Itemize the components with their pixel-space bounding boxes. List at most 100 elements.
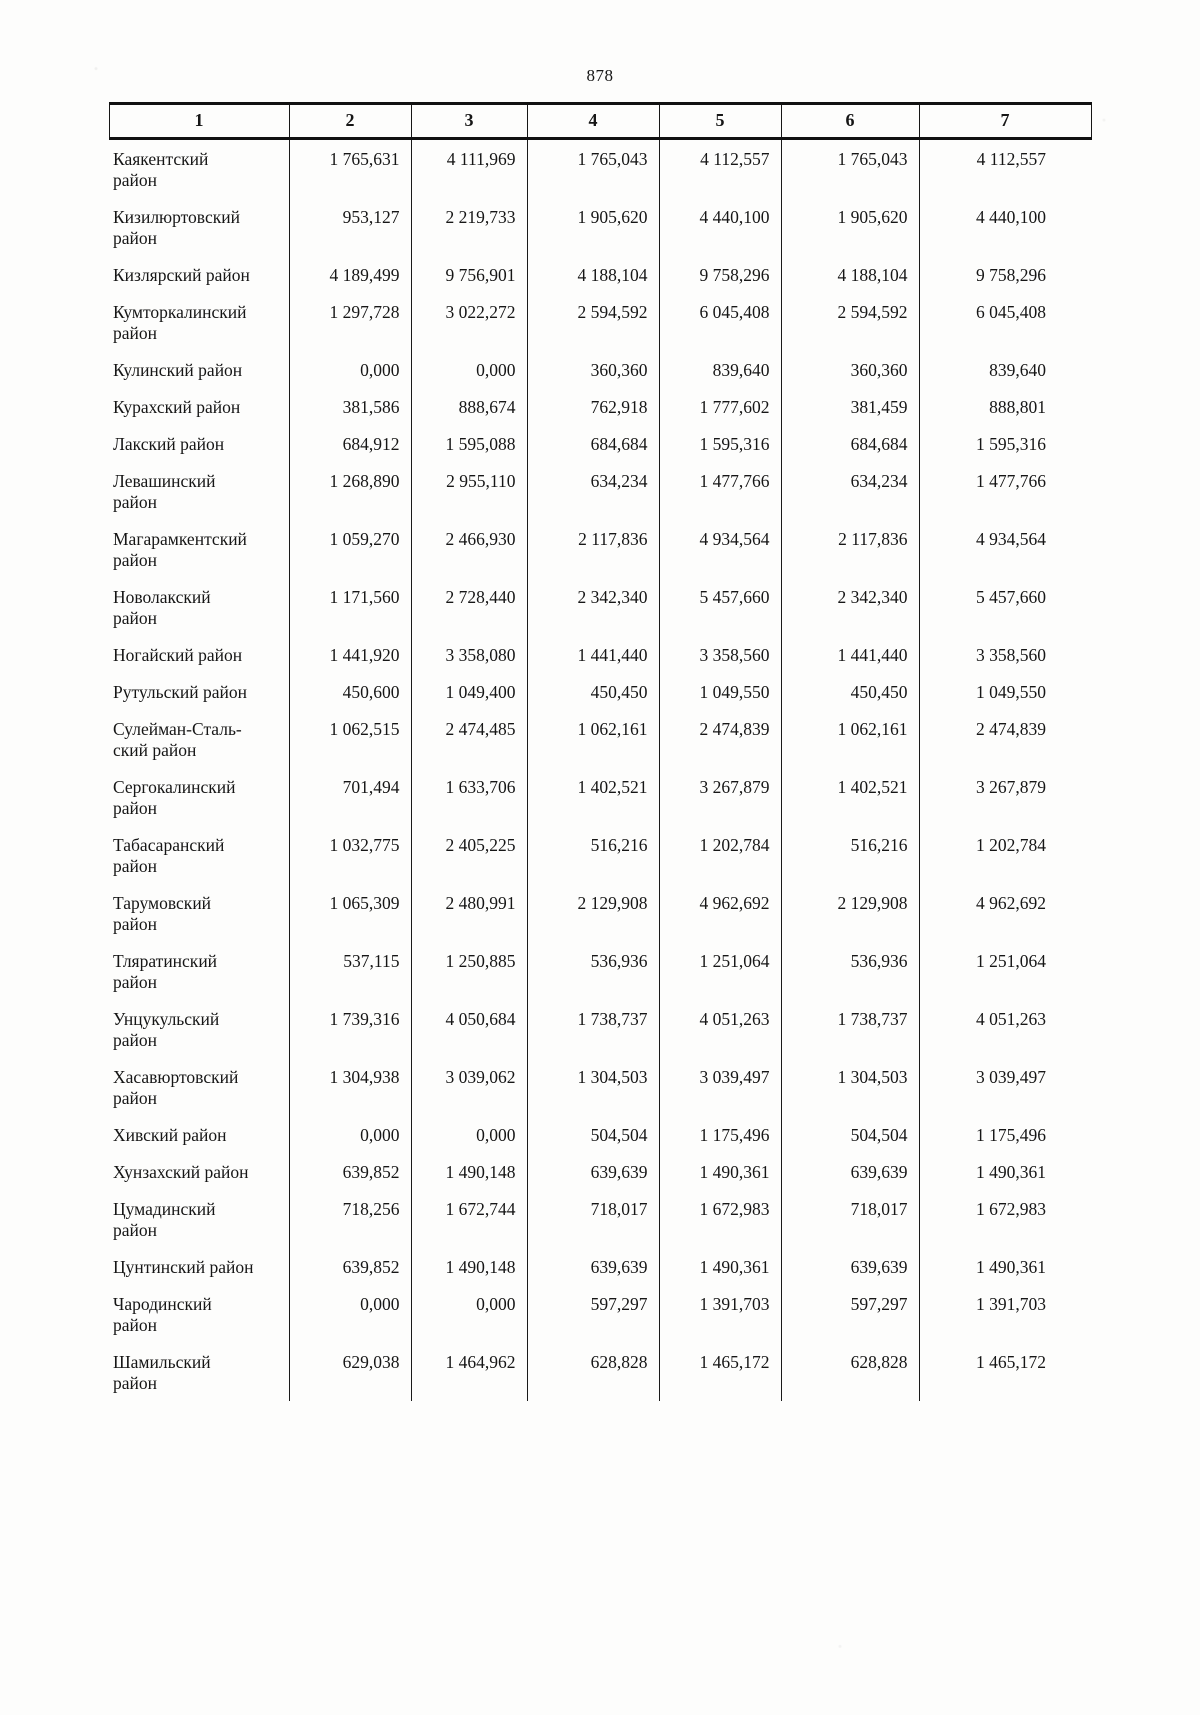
value-cell: 1 402,521 (526, 768, 659, 826)
value-cell: 629,038 (288, 1343, 411, 1401)
column-header: 6 (780, 102, 920, 140)
value-cell: 2 129,908 (780, 884, 919, 942)
value-cell: 1 268,890 (288, 462, 411, 520)
table-row: Сергокалинский район 701,494 1 633,706 1 40… (109, 768, 1091, 826)
value-cell: 4 440,100 (918, 198, 1091, 256)
table-row: Лакский район 684,912 1 595,088 684,684 1 59… (109, 425, 1091, 462)
value-cell: 1 672,983 (918, 1190, 1091, 1248)
value-cell: 1 391,703 (918, 1285, 1091, 1343)
column-header: 5 (658, 102, 782, 140)
district-name-cell: Кизилюртовский район (113, 207, 240, 248)
value-cell: 536,936 (526, 942, 659, 1000)
value-cell: 4 188,104 (526, 256, 659, 293)
value-cell: 639,639 (780, 1153, 919, 1190)
district-name-cell: Табасаранский район (113, 835, 225, 876)
district-name-cell: Унцукульский район (113, 1009, 220, 1050)
value-cell: 639,639 (780, 1248, 919, 1285)
table-body: Каякентский район 1 765,631 4 111,969 1 765… (109, 138, 1091, 1401)
district-name-cell: Рутульский район (113, 682, 247, 702)
value-cell: 1 049,550 (658, 673, 781, 710)
value-cell: 1 633,706 (410, 768, 527, 826)
value-cell: 381,459 (780, 388, 919, 425)
value-cell: 953,127 (288, 198, 411, 256)
value-cell: 1 490,361 (918, 1248, 1091, 1285)
value-cell: 1 490,148 (410, 1153, 527, 1190)
value-cell: 639,639 (526, 1248, 659, 1285)
value-cell: 639,852 (288, 1153, 411, 1190)
value-cell: 0,000 (288, 1116, 411, 1153)
value-cell: 888,801 (918, 388, 1091, 425)
value-cell: 450,600 (288, 673, 411, 710)
value-cell: 4 189,499 (288, 256, 411, 293)
value-cell: 1 477,766 (658, 462, 781, 520)
value-cell: 1 490,361 (658, 1248, 781, 1285)
district-name-cell: Кумторкалинский район (113, 302, 247, 343)
table-row: Тляратинский район 537,115 1 250,885 536,93… (109, 942, 1091, 1000)
value-cell: 3 267,879 (658, 768, 781, 826)
table-row: Кулинский район 0,000 0,000 360,360 839,640 3… (109, 351, 1091, 388)
table-row: Унцукульский район 1 739,316 4 050,684 1 73… (109, 1000, 1091, 1058)
district-name-cell: Хасавюртовский район (113, 1067, 239, 1108)
district-name-cell: Курахский район (113, 397, 241, 417)
table-row: Левашинский район 1 268,890 2 955,110 634,2… (109, 462, 1091, 520)
value-cell: 628,828 (780, 1343, 919, 1401)
value-cell: 0,000 (410, 1285, 527, 1343)
value-cell: 450,450 (780, 673, 919, 710)
value-cell: 1 065,309 (288, 884, 411, 942)
value-cell: 4 962,692 (658, 884, 781, 942)
value-cell: 1 441,440 (780, 636, 919, 673)
value-cell: 0,000 (410, 351, 527, 388)
value-cell: 0,000 (288, 1285, 411, 1343)
value-cell: 1 251,064 (918, 942, 1091, 1000)
value-cell: 1 477,766 (918, 462, 1091, 520)
value-cell: 684,912 (288, 425, 411, 462)
value-cell: 1 391,703 (658, 1285, 781, 1343)
value-cell: 2 342,340 (780, 578, 919, 636)
value-cell: 2 474,839 (918, 710, 1091, 768)
value-cell: 3 358,080 (410, 636, 527, 673)
value-cell: 2 117,836 (780, 520, 919, 578)
value-cell: 2 480,991 (410, 884, 527, 942)
value-cell: 1 062,161 (526, 710, 659, 768)
value-cell: 9 758,296 (658, 256, 781, 293)
value-cell: 2 117,836 (526, 520, 659, 578)
value-cell: 1 059,270 (288, 520, 411, 578)
table-row: Хивский район 0,000 0,000 504,504 1 175,496 5… (109, 1116, 1091, 1153)
value-cell: 1 049,550 (918, 673, 1091, 710)
district-name-cell: Цунтинский район (113, 1257, 254, 1277)
value-cell: 639,852 (288, 1248, 411, 1285)
value-cell: 2 728,440 (410, 578, 527, 636)
value-cell: 1 304,503 (780, 1058, 919, 1116)
value-cell: 3 039,497 (918, 1058, 1091, 1116)
district-name-cell: Хунзахский район (113, 1162, 249, 1182)
value-cell: 839,640 (658, 351, 781, 388)
value-cell: 1 465,172 (658, 1343, 781, 1401)
table-row: Хунзахский район 639,852 1 490,148 639,639 1… (109, 1153, 1091, 1190)
value-cell: 536,936 (780, 942, 919, 1000)
value-cell: 6 045,408 (918, 293, 1091, 351)
value-cell: 2 129,908 (526, 884, 659, 942)
value-cell: 3 039,497 (658, 1058, 781, 1116)
column-header: 7 (918, 102, 1092, 140)
value-cell: 1 171,560 (288, 578, 411, 636)
value-cell: 4 112,557 (658, 138, 781, 198)
column-header: 4 (526, 102, 660, 140)
value-cell: 3 267,879 (918, 768, 1091, 826)
value-cell: 634,234 (526, 462, 659, 520)
district-name-cell: Цумадинский район (113, 1199, 216, 1240)
district-name-cell: Хивский район (113, 1125, 227, 1145)
value-cell: 1 739,316 (288, 1000, 411, 1058)
column-header: 3 (410, 102, 528, 140)
value-cell: 1 175,496 (658, 1116, 781, 1153)
table-row: Кумторкалинский район 1 297,728 3 022,272 2… (109, 293, 1091, 351)
value-cell: 3 022,272 (410, 293, 527, 351)
value-cell: 839,640 (918, 351, 1091, 388)
value-cell: 6 045,408 (658, 293, 781, 351)
value-cell: 597,297 (526, 1285, 659, 1343)
value-cell: 718,017 (780, 1190, 919, 1248)
value-cell: 1 595,316 (658, 425, 781, 462)
value-cell: 2 466,930 (410, 520, 527, 578)
district-name-cell: Кулинский район (113, 360, 243, 380)
